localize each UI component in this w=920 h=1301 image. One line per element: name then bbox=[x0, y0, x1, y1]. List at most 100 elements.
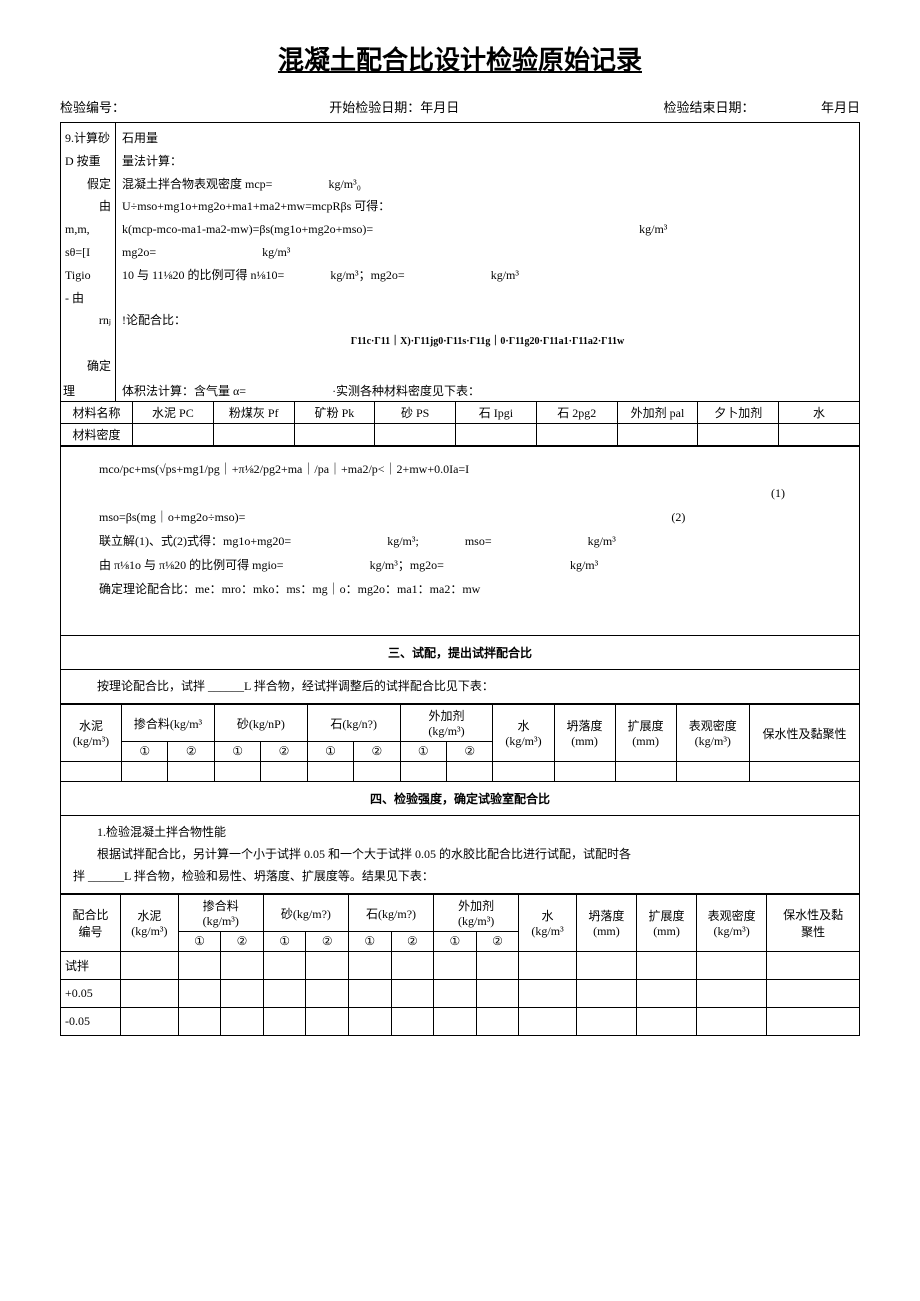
cell bbox=[348, 980, 391, 1008]
cell bbox=[615, 762, 676, 782]
th-spread: 扩展度(mm) bbox=[636, 895, 696, 952]
cell bbox=[348, 1008, 391, 1036]
sub-2: ② bbox=[221, 932, 264, 952]
start-date-label: 开始检验日期：年月日 bbox=[329, 97, 459, 116]
c2-line1: mco/pc+ms(√ps+mg1/pg｜+π⅛2/pg2+ma｜/pa｜+ma… bbox=[75, 457, 845, 481]
calc-section: 9.计算砂 D 按重 假定 由 m,m, sθ=[I Tigio - 由 rnⱼ… bbox=[60, 122, 860, 401]
trial-table: 水泥(kg/m³) 掺合料(kg/m³ 砂(kg/nP) 石(kg/n?) 外加… bbox=[60, 704, 860, 782]
cell bbox=[519, 980, 577, 1008]
section3-para: 按理论配合比，试拌 ______L 拌合物，经试拌调整后的试拌配合比见下表： bbox=[61, 669, 860, 704]
s9-mm: m,m, bbox=[65, 218, 111, 241]
mat-col: 石 2pg2 bbox=[536, 401, 617, 423]
formula-small: Γ11c·Γ11｜X)·Γ11jg0·Γ11s·Γ11g｜0·Γ11g20·Γ1… bbox=[122, 332, 853, 351]
cell bbox=[214, 762, 260, 782]
cell bbox=[446, 762, 492, 782]
cell bbox=[306, 980, 349, 1008]
cell bbox=[178, 980, 221, 1008]
sub-2: ② bbox=[354, 742, 400, 762]
row-label: +0.05 bbox=[61, 980, 121, 1008]
end-date-value: 年月日 bbox=[821, 100, 860, 115]
sub-1: ① bbox=[307, 742, 353, 762]
mat-col: 矿粉 Pk bbox=[294, 401, 375, 423]
s9-jd: 假定 bbox=[65, 173, 111, 196]
s4-para: 根据试拌配合比，另计算一个小于试拌 0.05 和一个大于试拌 0.05 的水胶比… bbox=[73, 844, 847, 866]
rn-text: !论配合比： bbox=[122, 309, 853, 332]
row-label: 试拌 bbox=[61, 952, 121, 980]
s9-qd: 确定 bbox=[65, 355, 111, 378]
c2-line3c: mso= bbox=[465, 534, 492, 548]
th-sand: 砂(kg/nP) bbox=[214, 705, 307, 742]
mat-col: 砂 PS bbox=[375, 401, 456, 423]
cell bbox=[391, 980, 434, 1008]
cell bbox=[749, 762, 859, 782]
cell bbox=[221, 1008, 264, 1036]
c2-eq1: (1) bbox=[75, 481, 845, 505]
th-mixno: 配合比编号 bbox=[61, 895, 121, 952]
header-row: 检验编号： 开始检验日期：年月日 检验结束日期： 年月日 bbox=[60, 97, 860, 116]
cell bbox=[576, 1008, 636, 1036]
mat-cell bbox=[698, 423, 779, 445]
s4-h1: 1.检验混凝土拌合物性能 bbox=[73, 822, 847, 844]
section4: 四、检验强度，确定试验室配合比 1.检验混凝土拌合物性能 根据试拌配合比，另计算… bbox=[60, 782, 860, 894]
document-title: 混凝土配合比设计检验原始记录 bbox=[60, 40, 860, 77]
cell bbox=[554, 762, 615, 782]
cell bbox=[354, 762, 400, 782]
sub-1: ① bbox=[400, 742, 446, 762]
cell bbox=[261, 762, 307, 782]
cell bbox=[400, 762, 446, 782]
sub-1: ① bbox=[122, 742, 168, 762]
sub-2: ② bbox=[168, 742, 214, 762]
cell bbox=[519, 952, 577, 980]
vol-after: ·实测各种材料密度见下表： bbox=[332, 384, 480, 398]
mat-col: 外加剂 pal bbox=[617, 401, 698, 423]
sub-2: ② bbox=[446, 742, 492, 762]
mat-col: 石 Ipgi bbox=[456, 401, 537, 423]
cell bbox=[476, 952, 519, 980]
cell bbox=[263, 980, 306, 1008]
s0-unit: kg/m³ bbox=[262, 245, 290, 259]
mat-col: 夕卜加剂 bbox=[698, 401, 779, 423]
cell bbox=[434, 1008, 477, 1036]
jd-text: 混凝土拌合物表观密度 mcp= bbox=[122, 177, 272, 191]
cell bbox=[636, 952, 696, 980]
cell bbox=[391, 952, 434, 980]
cell bbox=[676, 762, 749, 782]
you-text: U÷mso+mg1o+mg2o+ma1+ma2+mw=mcpRβs 可得： bbox=[122, 195, 853, 218]
mat-cell bbox=[456, 423, 537, 445]
cell bbox=[476, 1008, 519, 1036]
tg-mid: kg/m³；mg2o= bbox=[330, 268, 404, 282]
jd-unit: kg/m³₀ bbox=[328, 177, 360, 191]
cell bbox=[178, 1008, 221, 1036]
th-cement: 水泥(kg/m³) bbox=[121, 895, 179, 952]
th-water: 水(kg/m³) bbox=[493, 705, 554, 762]
th-stone: 石(kg/n?) bbox=[307, 705, 400, 742]
sub-1: ① bbox=[434, 932, 477, 952]
cell bbox=[434, 980, 477, 1008]
cell bbox=[348, 952, 391, 980]
cell bbox=[178, 952, 221, 980]
s4-para2: 拌 ______L 拌合物，检验和易性、坍落度、扩展度等。结果见下表： bbox=[73, 866, 847, 888]
li-label: 理 bbox=[61, 380, 116, 401]
th-density: 表观密度(kg/m³) bbox=[676, 705, 749, 762]
material-table: 材料名称 水泥 PC 粉煤灰 Pf 矿粉 Pk 砂 PS 石 Ipgi 石 2p… bbox=[60, 401, 860, 446]
cell bbox=[697, 980, 767, 1008]
c2-line3a: 联立解(1)、式(2)式得：mg1o+mg20= bbox=[99, 534, 291, 548]
mat-col: 水泥 PC bbox=[133, 401, 214, 423]
mat-cell bbox=[133, 423, 214, 445]
c2-line3d: kg/m³ bbox=[588, 534, 616, 548]
cell bbox=[697, 952, 767, 980]
sub-1: ① bbox=[214, 742, 260, 762]
th-admix: 掺合料(kg/m³) bbox=[178, 895, 263, 932]
cell bbox=[767, 1008, 860, 1036]
th-water: 水(kg/m³ bbox=[519, 895, 577, 952]
mat-cell bbox=[294, 423, 375, 445]
th-spread: 扩展度(mm) bbox=[615, 705, 676, 762]
c2-eq2: (2) bbox=[671, 510, 685, 524]
cell bbox=[576, 952, 636, 980]
cell bbox=[767, 980, 860, 1008]
cell bbox=[519, 1008, 577, 1036]
c2-line2: mso=βs(mg｜o+mg2o÷mso)= bbox=[99, 510, 245, 524]
mat-name-header: 材料名称 bbox=[61, 401, 133, 423]
calc2-block: mco/pc+ms(√ps+mg1/pg｜+π⅛2/pg2+ma｜/pa｜+ma… bbox=[60, 446, 860, 636]
th-slump: 坍落度(mm) bbox=[554, 705, 615, 762]
